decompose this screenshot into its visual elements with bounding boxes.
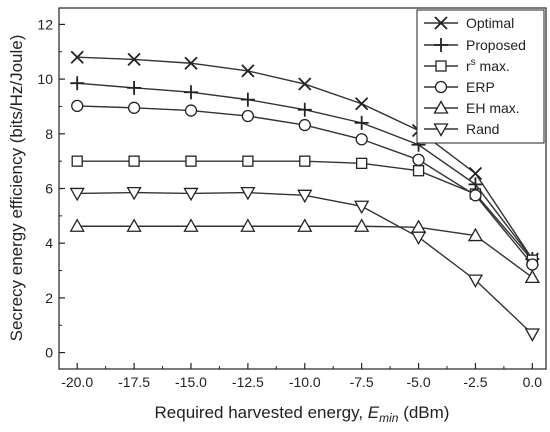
x-tick-label: -10.0 [289, 374, 321, 390]
y-tick-label: 12 [37, 16, 53, 32]
y-tick-label: 8 [45, 126, 53, 142]
series-2-square [71, 155, 538, 266]
data-point [412, 153, 425, 166]
legend-marker [434, 80, 448, 94]
x-axis: -20.0 -17.5 -15.0 -12.5 -10.0 -7.5 -5.0 -2.5 0.0 [61, 363, 542, 390]
data-point [242, 155, 254, 167]
x-axis-title-sub: min [379, 411, 399, 425]
y-tick-label: 2 [45, 290, 53, 306]
x-tick-label: -20.0 [61, 374, 93, 390]
data-point [297, 218, 313, 232]
data-point [184, 104, 198, 117]
x-tick-label: -12.5 [232, 374, 264, 390]
data-point [355, 97, 369, 111]
x-axis-title-unit: (dBm) [398, 403, 449, 422]
data-point [184, 56, 198, 70]
data-point [524, 269, 540, 284]
data-point [127, 80, 142, 95]
x-tick-label: -2.5 [463, 374, 487, 390]
data-point [468, 166, 483, 181]
x-tick-label: -15.0 [175, 374, 207, 390]
data-point [240, 186, 256, 201]
series-layer [69, 50, 540, 342]
legend-marker [433, 123, 449, 137]
data-point [69, 218, 85, 232]
data-point [354, 115, 369, 130]
data-point [128, 155, 140, 167]
data-point [299, 155, 311, 167]
x-axis-title-var: E [368, 403, 380, 422]
data-point [240, 92, 255, 107]
data-point [297, 189, 313, 204]
data-point [70, 76, 85, 91]
legend-markers [424, 16, 458, 137]
data-point [354, 200, 370, 215]
legend-label-eh-max: EH max. [466, 100, 520, 116]
series-5-triangle-down [69, 186, 540, 342]
series-4-triangle-up [69, 218, 540, 284]
data-point [185, 155, 197, 167]
legend-label-rs-max: rs max. [466, 57, 510, 74]
data-point [356, 157, 368, 169]
data-point [71, 99, 84, 113]
x-tick-label: -5.0 [406, 374, 430, 390]
data-point [127, 101, 141, 114]
x-tick-label: -17.5 [118, 374, 150, 390]
legend-label-rs-base: r [466, 58, 471, 74]
data-point [526, 258, 539, 271]
legend-marker [434, 16, 448, 30]
data-point [183, 218, 199, 232]
data-point [410, 231, 427, 246]
x-tick-label: -7.5 [350, 374, 374, 390]
legend-label-rs-sup: s [471, 57, 476, 68]
legend-label-erp: ERP [466, 79, 495, 95]
data-point [69, 187, 85, 202]
data-point [241, 64, 255, 78]
data-point [183, 187, 199, 202]
data-point [355, 133, 368, 146]
data-point [467, 227, 484, 242]
data-point [240, 218, 256, 232]
y-tick-label: 10 [37, 71, 53, 87]
legend-marker [435, 60, 447, 72]
x-axis-title: Required harvested energy, Emin (dBm) [155, 403, 450, 425]
y-axis: 0 2 4 6 8 10 12 [37, 16, 65, 361]
data-point [297, 102, 312, 117]
data-point [412, 165, 425, 177]
data-point [524, 328, 540, 342]
data-point [127, 52, 141, 67]
legend-label-rs-rest: max. [476, 58, 510, 74]
legend-label-rand: Rand [466, 121, 499, 137]
legend-marker [434, 38, 448, 52]
legend-box [416, 9, 545, 144]
x-axis-title-text: Required harvested energy, [155, 403, 368, 422]
data-point [467, 274, 484, 288]
data-point [298, 77, 312, 91]
legend: Optimal Proposed rs max. ERP EH max. Ran… [416, 9, 545, 144]
data-point [298, 118, 311, 132]
data-point [126, 218, 142, 232]
data-point [469, 189, 482, 202]
x-tick-label: 0.0 [523, 374, 543, 390]
legend-label-optimal: Optimal [466, 15, 514, 31]
y-tick-label: 6 [45, 181, 53, 197]
data-point [183, 85, 198, 100]
data-point [70, 50, 84, 64]
series-3-circle [71, 99, 539, 271]
y-axis-title: Secrecy energy efficiency (bits/Hz/Joule… [7, 35, 26, 342]
y-tick-label: 4 [45, 235, 53, 251]
y-tick-label: 0 [45, 345, 53, 361]
data-point [354, 218, 370, 232]
data-point [241, 109, 255, 123]
legend-marker [433, 100, 449, 114]
data-point [71, 155, 83, 167]
legend-label-proposed: Proposed [466, 37, 526, 53]
data-point [126, 186, 142, 201]
